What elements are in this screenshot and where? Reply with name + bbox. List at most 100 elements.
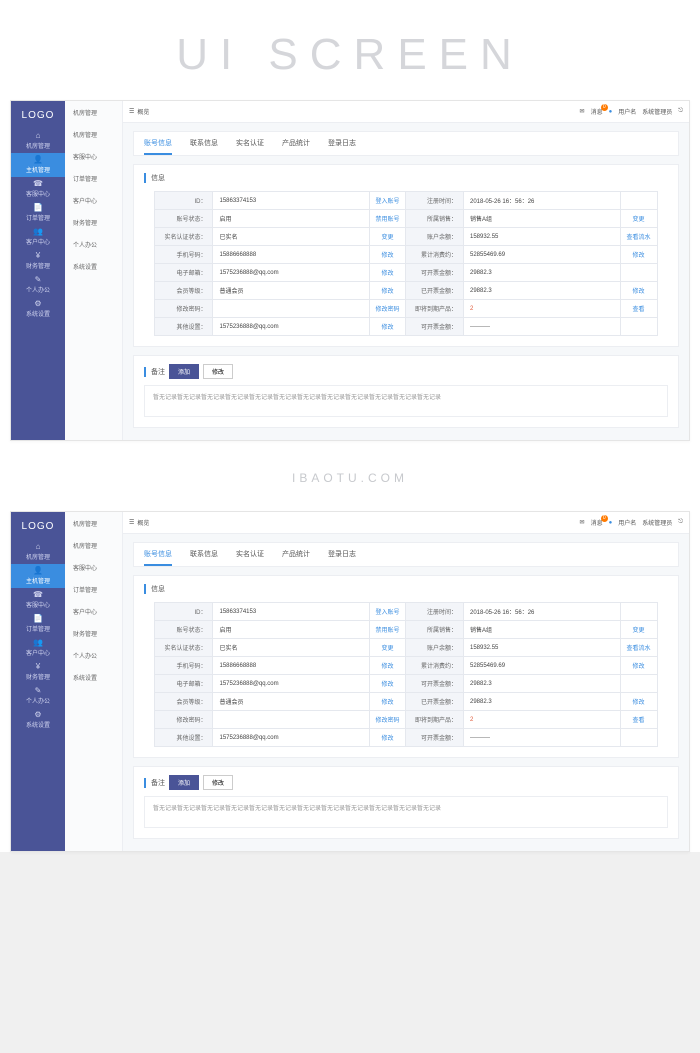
tab[interactable]: 账号信息 (144, 549, 172, 566)
add-button[interactable]: 添加 (169, 775, 199, 790)
sidebar-item[interactable]: 👤主机管理 (11, 153, 65, 177)
subnav-item[interactable]: 订单管理 (65, 167, 122, 189)
sidebar-item[interactable]: 👤主机管理 (11, 564, 65, 588)
add-button[interactable]: 添加 (169, 364, 199, 379)
mail-icon[interactable]: ✉ (580, 519, 585, 526)
sidebar-item[interactable]: ✎个人办公 (11, 684, 65, 708)
username[interactable]: 用户名 (618, 107, 636, 116)
sidebar-item[interactable]: 📄订单管理 (11, 201, 65, 225)
field-action[interactable]: 查看 (621, 711, 657, 728)
tab[interactable]: 产品统计 (282, 138, 310, 155)
field-action[interactable]: 变更 (370, 639, 406, 656)
field-action[interactable]: 变更 (370, 228, 406, 245)
tab[interactable]: 实名认证 (236, 549, 264, 566)
username[interactable]: 用户名 (618, 518, 636, 527)
field-action[interactable]: 查看流水 (621, 639, 657, 656)
field-action[interactable]: 变更 (621, 621, 657, 638)
field-action[interactable]: 修改密码 (370, 300, 406, 317)
sidebar-item[interactable]: 📄订单管理 (11, 612, 65, 636)
field-action[interactable]: 修改 (370, 693, 406, 710)
badge: 0 (601, 515, 608, 522)
info-panel: 信息ID：15863374153登入账号注册时间：2018-05-26 16：5… (133, 575, 679, 758)
messages-link[interactable]: 消息0 (591, 107, 603, 116)
tab[interactable]: 登录日志 (328, 138, 356, 155)
sidebar-item[interactable]: ✎个人办公 (11, 273, 65, 297)
field-action[interactable]: 修改 (621, 693, 657, 710)
role-label: 系统管理员 (642, 107, 672, 116)
nav-icon: 👥 (33, 228, 43, 236)
field-action[interactable]: 修改密码 (370, 711, 406, 728)
mail-icon[interactable]: ✉ (580, 108, 585, 115)
logout-icon[interactable]: ⎋ (678, 108, 683, 115)
field-action[interactable]: 登入账号 (370, 192, 406, 209)
edit-button[interactable]: 修改 (203, 364, 233, 379)
subnav-item[interactable]: 机房管理 (65, 123, 122, 145)
nav-label: 个人办公 (26, 285, 50, 294)
field-action[interactable]: 禁用账号 (370, 210, 406, 227)
sidebar-item[interactable]: ⚙系统设置 (11, 297, 65, 321)
field-label: 可开票金额： (406, 675, 464, 692)
field-action[interactable]: 修改 (370, 675, 406, 692)
field-action[interactable]: 修改 (621, 282, 657, 299)
sidebar-item[interactable]: ☎客服中心 (11, 588, 65, 612)
field-action[interactable]: 修改 (370, 657, 406, 674)
field-action[interactable]: 修改 (370, 282, 406, 299)
subnav-item[interactable]: 财务管理 (65, 211, 122, 233)
table-row: 其他设置：1575236888@qq.com修改可开票金额：---------- (155, 728, 656, 746)
subnav-item[interactable]: 机房管理 (65, 512, 122, 534)
field-value: 普通会员 (213, 693, 370, 710)
nav-label: 客户中心 (26, 237, 50, 246)
field-action[interactable]: 修改 (370, 318, 406, 335)
logout-icon[interactable]: ⎋ (678, 519, 683, 526)
field-action[interactable]: 修改 (370, 246, 406, 263)
sidebar-item[interactable]: 👥客户中心 (11, 636, 65, 660)
sidebar-item[interactable]: ⌂机房管理 (11, 540, 65, 564)
sidebar-item[interactable]: ☎客服中心 (11, 177, 65, 201)
table-row: ID：15863374153登入账号注册时间：2018-05-26 16：56：… (155, 603, 656, 620)
subnav-item[interactable]: 客户中心 (65, 600, 122, 622)
subnav-item[interactable]: 客服中心 (65, 145, 122, 167)
sidebar-item[interactable]: ¥财务管理 (11, 249, 65, 273)
sidebar-item[interactable]: ⌂机房管理 (11, 129, 65, 153)
tab[interactable]: 账号信息 (144, 138, 172, 155)
field-action[interactable]: 查看流水 (621, 228, 657, 245)
field-action[interactable]: 修改 (370, 264, 406, 281)
tab[interactable]: 联系信息 (190, 549, 218, 566)
field-action[interactable]: 修改 (370, 729, 406, 746)
field-value: 52855469.69 (464, 657, 621, 674)
tab[interactable]: 联系信息 (190, 138, 218, 155)
field-label: 即将到期产品： (406, 711, 464, 728)
subnav-item[interactable]: 财务管理 (65, 622, 122, 644)
sidebar-item[interactable]: 👥客户中心 (11, 225, 65, 249)
field-action[interactable]: 登入账号 (370, 603, 406, 620)
table-row: 电子邮箱：1575236888@qq.com修改可开票金额：29882.3 (155, 674, 656, 692)
field-value: 15886668888 (213, 246, 370, 263)
edit-button[interactable]: 修改 (203, 775, 233, 790)
field-label: ID： (155, 192, 213, 209)
tab[interactable]: 实名认证 (236, 138, 264, 155)
field-action[interactable]: 禁用账号 (370, 621, 406, 638)
subnav-item[interactable]: 客服中心 (65, 556, 122, 578)
breadcrumb: 概览 (137, 518, 149, 527)
subnav-item[interactable]: 系统设置 (65, 255, 122, 277)
nav-icon: 👤 (33, 156, 43, 164)
subnav-item[interactable]: 系统设置 (65, 666, 122, 688)
field-action[interactable]: 修改 (621, 657, 657, 674)
sidebar-item[interactable]: ⚙系统设置 (11, 708, 65, 732)
subnav-item[interactable]: 个人办公 (65, 233, 122, 255)
subnav-item[interactable]: 机房管理 (65, 534, 122, 556)
subnav-item[interactable]: 订单管理 (65, 578, 122, 600)
field-action[interactable]: 修改 (621, 246, 657, 263)
field-action[interactable]: 查看 (621, 300, 657, 317)
subnav-item[interactable]: 个人办公 (65, 644, 122, 666)
sidebar-item[interactable]: ¥财务管理 (11, 660, 65, 684)
field-label: 实名认证状态： (155, 639, 213, 656)
tab[interactable]: 产品统计 (282, 549, 310, 566)
messages-link[interactable]: 消息0 (591, 518, 603, 527)
subnav-item[interactable]: 机房管理 (65, 101, 122, 123)
subnav-item[interactable]: 客户中心 (65, 189, 122, 211)
nav-icon: 📄 (33, 615, 43, 623)
nav-icon: ⌂ (36, 132, 41, 140)
tab[interactable]: 登录日志 (328, 549, 356, 566)
field-action[interactable]: 变更 (621, 210, 657, 227)
